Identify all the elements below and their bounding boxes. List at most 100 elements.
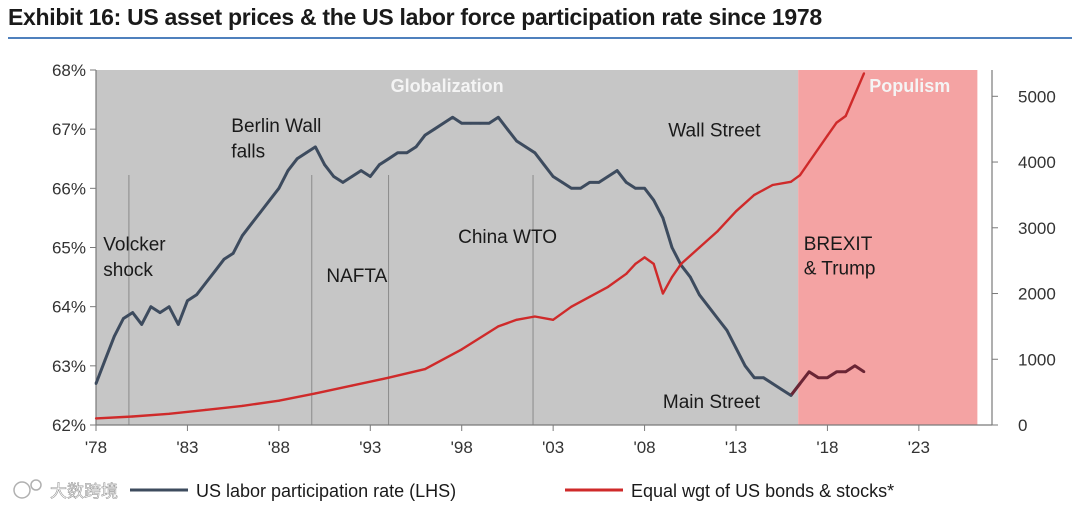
participation-point bbox=[780, 388, 783, 391]
y-left-tick-label: 67% bbox=[52, 120, 86, 139]
bonds-stocks-point bbox=[277, 399, 280, 402]
annotations: Volcker shock Berlin Wall falls NAFTA China W… bbox=[103, 116, 875, 413]
band-layer: Globalization Populism bbox=[96, 70, 978, 425]
participation-point bbox=[414, 145, 418, 149]
x-tick-label: '03 bbox=[542, 438, 564, 457]
participation-point bbox=[158, 311, 162, 314]
band-label-populism: Populism bbox=[869, 76, 950, 96]
bonds-stocks-point bbox=[497, 325, 500, 328]
participation-point bbox=[478, 122, 482, 125]
participation-point bbox=[515, 139, 518, 143]
chart-title: Exhibit 16: US asset prices & the US lab… bbox=[8, 4, 822, 30]
participation-point bbox=[570, 187, 573, 190]
y-left-tick-label: 68% bbox=[52, 61, 86, 80]
bonds-stocks-point bbox=[606, 285, 610, 288]
watermark-logo-icon bbox=[30, 479, 42, 491]
participation-point bbox=[113, 335, 116, 338]
participation-point bbox=[789, 394, 793, 397]
participation-point bbox=[277, 187, 281, 190]
participation-point bbox=[771, 382, 774, 385]
participation-point bbox=[186, 299, 189, 303]
participation-point bbox=[743, 364, 747, 368]
band-globalization bbox=[96, 70, 799, 425]
bonds-stocks-point bbox=[634, 262, 637, 265]
participation-point bbox=[359, 169, 363, 172]
watermark-logo-icon bbox=[13, 481, 31, 499]
participation-point bbox=[103, 358, 107, 362]
title-underline bbox=[8, 37, 1072, 39]
bonds-stocks-point bbox=[241, 404, 244, 407]
bonds-stocks-point bbox=[789, 180, 793, 183]
participation-point bbox=[826, 376, 829, 380]
participation-point bbox=[469, 122, 473, 125]
participation-point bbox=[332, 175, 336, 178]
participation-point bbox=[268, 198, 272, 202]
x-tick-label: '93 bbox=[359, 438, 381, 457]
participation-point bbox=[588, 181, 591, 184]
participation-point bbox=[497, 116, 500, 119]
y-left-tick-label: 63% bbox=[52, 357, 86, 376]
y-left-tick-label: 65% bbox=[52, 239, 86, 258]
participation-point bbox=[807, 370, 811, 374]
participation-point bbox=[213, 269, 217, 273]
series-layer bbox=[94, 72, 866, 420]
participation-point bbox=[140, 323, 143, 326]
participation-point bbox=[222, 258, 226, 261]
participation-point bbox=[204, 281, 207, 285]
participation-point bbox=[405, 151, 409, 155]
x-tick-label: '88 bbox=[268, 438, 290, 457]
y-right-tick-label: 0 bbox=[1018, 416, 1027, 435]
participation-point bbox=[423, 133, 427, 137]
bonds-stocks-point bbox=[570, 305, 573, 308]
participation-point bbox=[177, 323, 180, 326]
participation-point bbox=[606, 175, 610, 178]
participation-point bbox=[579, 187, 582, 190]
participation-point bbox=[853, 364, 857, 368]
participation-point bbox=[378, 163, 381, 166]
bonds-stocks-point bbox=[204, 408, 207, 411]
participation-point bbox=[615, 169, 619, 172]
bonds-stocks-point bbox=[716, 230, 719, 233]
bonds-stocks-point bbox=[552, 318, 555, 321]
legend-label-bonds-stocks: Equal wgt of US bonds & stocks* bbox=[631, 481, 894, 501]
bonds-stocks-point bbox=[798, 174, 802, 177]
bonds-stocks-point bbox=[835, 121, 838, 124]
participation-point bbox=[817, 376, 820, 380]
bonds-stocks-point bbox=[661, 292, 665, 295]
participation-point bbox=[323, 163, 326, 166]
participation-point bbox=[634, 187, 637, 190]
participation-point bbox=[661, 216, 665, 220]
participation-point bbox=[561, 181, 564, 184]
participation-point bbox=[487, 122, 491, 125]
participation-point bbox=[643, 187, 646, 190]
participation-point bbox=[286, 169, 290, 172]
bonds-stocks-point bbox=[168, 412, 171, 415]
participation-point bbox=[524, 145, 527, 149]
bonds-stocks-point bbox=[643, 256, 646, 259]
participation-point bbox=[250, 222, 253, 226]
bonds-stocks-point bbox=[844, 114, 847, 118]
participation-point bbox=[305, 151, 308, 155]
participation-point bbox=[753, 376, 756, 380]
participation-point bbox=[542, 163, 546, 166]
bonds-stocks-point bbox=[588, 295, 591, 298]
participation-point bbox=[689, 275, 692, 279]
participation-point bbox=[433, 127, 436, 131]
participation-point bbox=[835, 370, 838, 374]
bonds-stocks-point bbox=[131, 415, 134, 418]
legend: US labor participation rate (LHS) Equal w… bbox=[130, 481, 894, 501]
participation-point bbox=[734, 346, 738, 350]
participation-point bbox=[725, 329, 729, 332]
y-right-tick-label: 4000 bbox=[1018, 153, 1056, 172]
participation-point bbox=[442, 122, 445, 125]
annotation-brexit: BREXIT bbox=[804, 234, 873, 255]
participation-point bbox=[241, 234, 244, 237]
y-right-tick-label: 2000 bbox=[1018, 285, 1056, 304]
participation-point bbox=[122, 317, 125, 320]
bonds-stocks-point bbox=[460, 348, 463, 351]
participation-point bbox=[350, 175, 354, 178]
participation-point bbox=[149, 305, 153, 309]
bonds-stocks-point bbox=[826, 134, 829, 137]
bonds-stocks-point bbox=[652, 262, 655, 265]
annotation-berlin-wall: Berlin Wall bbox=[231, 116, 321, 137]
